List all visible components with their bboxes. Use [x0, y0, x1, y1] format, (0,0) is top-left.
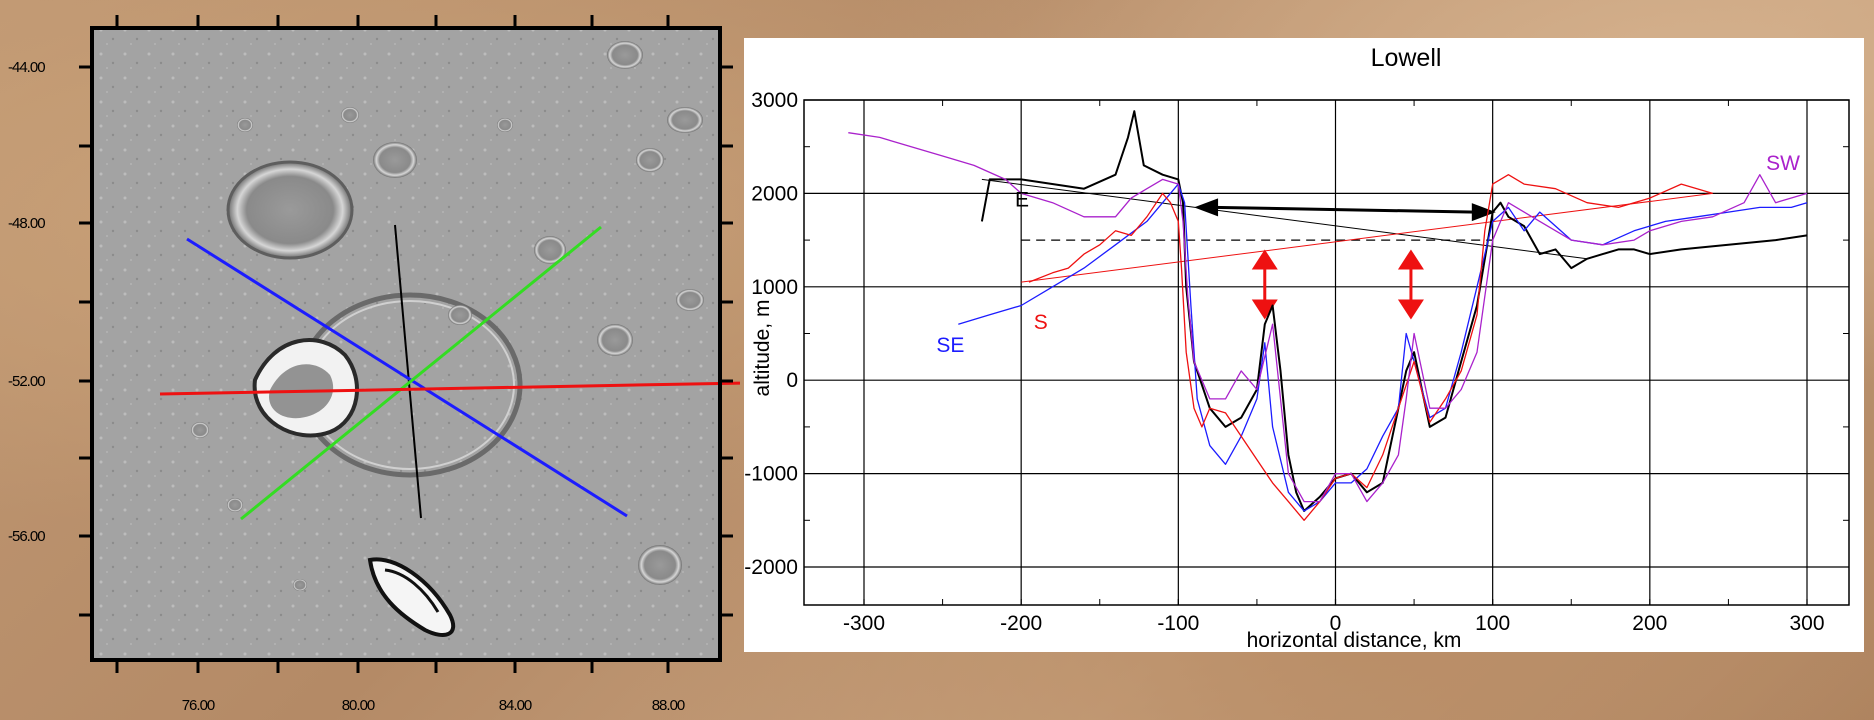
- x-tick-label: 300: [1789, 612, 1824, 635]
- map-tick-marks: [79, 15, 733, 673]
- map-profile-lines: [159, 224, 740, 521]
- y-axis-label: altitude, m: [751, 300, 774, 397]
- y-tick-label: -2000: [744, 556, 798, 579]
- rim-arrow-head-right: [1471, 203, 1496, 222]
- chart-ticks: -300 -200 -100 0 100 200 3003000200010000-1000…: [744, 89, 1849, 635]
- y-tick-label: 1000: [751, 276, 798, 299]
- series-line-SW: [848, 132, 1808, 503]
- rim-arrow-shaft: [1214, 205, 1476, 214]
- map-figure: 76.00 80.00 84.00 88.00 -44.00 -48.00 -5…: [8, 15, 740, 714]
- trend-line-S: [1021, 192, 1713, 283]
- x-axis-label: horizontal distance, km: [1247, 629, 1462, 652]
- map-x-tick-label: 80.00: [342, 697, 375, 714]
- y-tick-label: 2000: [751, 182, 798, 205]
- x-tick-label: -100: [1157, 612, 1199, 635]
- map-frame: [90, 26, 722, 662]
- map-craters: [191, 41, 704, 591]
- map-y-tick-label: -44.00: [8, 59, 45, 76]
- profile-chart-panel: Lowell -300 -200 -100 0 100 200 300 3000 2000 100…: [744, 38, 1864, 652]
- profile-line-red: [159, 381, 740, 396]
- peak-arrow-head-up: [1251, 249, 1278, 270]
- profile-line-black: [394, 224, 422, 519]
- x-tick-label: 100: [1475, 612, 1510, 635]
- map-x-tick-label: 88.00: [652, 697, 685, 714]
- y-tick-label: 0: [786, 369, 798, 392]
- rim-arrow-head-left: [1194, 198, 1219, 217]
- series-label-SE: SE: [936, 334, 964, 357]
- peak-arrow-head-down: [1397, 299, 1424, 320]
- profile-line-blue: [186, 237, 628, 518]
- peak-arrow-head-down: [1251, 299, 1278, 320]
- y-tick-label: -1000: [744, 463, 798, 486]
- series-label-SW: SW: [1766, 152, 1800, 175]
- series-line-E: [980, 110, 1808, 512]
- profile-chart: Lowell -300 -200 -100 0 100 200 30030002000100…: [744, 44, 1850, 652]
- x-tick-label: 0: [1330, 612, 1342, 635]
- x-tick-label: 200: [1632, 612, 1667, 635]
- plot-frame: [803, 99, 1850, 606]
- x-tick-label: -200: [1000, 612, 1042, 635]
- chart-grid: [804, 99, 1849, 605]
- peak-arrow-head-up: [1397, 249, 1424, 270]
- map-x-tick-label: 76.00: [182, 697, 215, 714]
- series-labels: E S SE SW: [936, 152, 1800, 357]
- map-y-tick-label: -48.00: [8, 215, 45, 232]
- series-line-S: [1028, 174, 1713, 521]
- chart-title: Lowell: [1371, 44, 1442, 72]
- profile-line-green: [240, 225, 602, 521]
- x-tick-label: -300: [843, 612, 885, 635]
- chart-series: [848, 110, 1808, 521]
- map-y-tick-label: -56.00: [8, 528, 45, 545]
- map-x-tick-label: 84.00: [499, 697, 532, 714]
- series-line-SE: [958, 183, 1808, 512]
- y-tick-label: 3000: [751, 89, 798, 112]
- series-label-S: S: [1034, 311, 1048, 334]
- map-y-tick-label: -52.00: [8, 373, 45, 390]
- chart-annotations: [981, 178, 1713, 320]
- series-label-E: E: [1015, 188, 1029, 211]
